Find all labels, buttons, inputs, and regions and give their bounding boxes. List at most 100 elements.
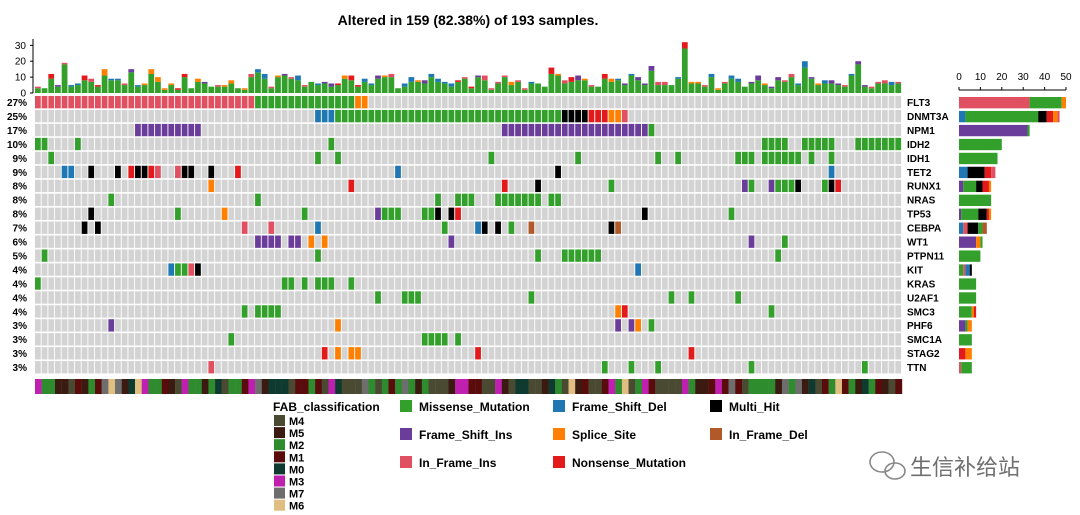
tmb-bar-segment xyxy=(408,81,415,93)
grid-cell xyxy=(395,333,401,346)
grid-cell xyxy=(308,151,315,165)
grid-cell xyxy=(415,179,421,193)
grid-cell xyxy=(415,165,421,179)
grid-cell xyxy=(521,179,528,193)
grid-cell xyxy=(768,137,775,151)
grid-cell xyxy=(881,305,888,318)
grid-cell xyxy=(681,333,688,346)
grid-cell xyxy=(48,361,55,374)
grid-cell xyxy=(575,96,581,109)
grid-cell xyxy=(101,193,108,206)
grid-cell xyxy=(301,151,308,165)
grid-cell xyxy=(615,179,621,193)
grid-cell xyxy=(555,319,561,332)
grid-cell xyxy=(295,109,301,123)
tmb-bar-segment xyxy=(88,78,95,82)
grid-cell xyxy=(128,361,135,374)
grid-cell xyxy=(421,109,428,123)
grid-cell xyxy=(548,109,555,123)
grid-cell xyxy=(721,333,728,346)
grid-cell xyxy=(501,305,508,318)
grid-cell xyxy=(228,179,235,193)
grid-cell xyxy=(841,207,848,220)
grid-cell xyxy=(875,333,882,346)
gene-name-labels: FLT3DNMT3ANPM1IDH2IDH1TET2RUNX1NRASTP53C… xyxy=(907,98,949,374)
grid-cell xyxy=(448,277,455,290)
fab-cell xyxy=(121,379,129,394)
grid-cell xyxy=(868,96,875,109)
grid-cell xyxy=(268,361,275,374)
grid-cell xyxy=(641,221,648,234)
tmb-bar-segment xyxy=(128,72,135,93)
grid-cell xyxy=(481,361,488,374)
grid-cell xyxy=(441,333,448,346)
grid-cell xyxy=(388,263,395,276)
fab-cell xyxy=(215,379,222,394)
grid-cell xyxy=(61,347,68,360)
grid-cell xyxy=(248,221,255,234)
grid-cell xyxy=(175,347,181,360)
grid-cell xyxy=(635,291,641,304)
grid-cell xyxy=(461,123,468,137)
fab-legend-swatch xyxy=(274,475,285,487)
grid-cell xyxy=(388,333,395,346)
tmb-bar-segment xyxy=(215,86,221,93)
grid-cell xyxy=(308,249,315,262)
grid-cell xyxy=(755,179,762,193)
grid-cell xyxy=(115,151,121,165)
grid-cell xyxy=(228,305,235,318)
grid-cell xyxy=(428,361,435,374)
grid-cell xyxy=(661,96,668,109)
grid-cell xyxy=(515,123,521,137)
grid-cell xyxy=(355,291,361,304)
grid-cell xyxy=(421,193,428,206)
grid-cell xyxy=(848,137,855,151)
grid-cell xyxy=(775,137,782,151)
grid-cell xyxy=(441,165,448,179)
grid-cell xyxy=(828,319,835,332)
grid-cell xyxy=(435,137,441,151)
grid-cell xyxy=(308,277,315,290)
grid-cell xyxy=(95,207,101,220)
grid-cell xyxy=(681,347,688,360)
grid-cell xyxy=(235,291,241,304)
grid-cell xyxy=(308,96,315,109)
grid-cell xyxy=(675,333,682,346)
grid-cell xyxy=(501,221,508,234)
grid-cell xyxy=(441,179,448,193)
grid-cell xyxy=(655,137,662,151)
grid-cell xyxy=(128,291,135,304)
grid-cell xyxy=(421,96,428,109)
grid-cell xyxy=(55,96,61,109)
grid-cell xyxy=(361,319,368,332)
grid-cell xyxy=(135,235,141,248)
tmb-bar-segment xyxy=(75,85,81,93)
grid-cell xyxy=(255,319,261,332)
grid-cell xyxy=(855,109,862,123)
grid-cell xyxy=(341,263,348,276)
fab-annotation-track xyxy=(35,379,903,394)
grid-cell xyxy=(48,179,55,193)
grid-cell xyxy=(435,165,441,179)
grid-cell xyxy=(841,347,848,360)
gene-count-segment xyxy=(991,166,996,179)
grid-cell xyxy=(415,291,421,304)
grid-cell xyxy=(781,277,788,290)
grid-cell xyxy=(595,333,601,346)
grid-cell xyxy=(148,249,155,262)
grid-cell xyxy=(588,319,595,332)
grid-cell xyxy=(561,235,568,248)
grid-cell xyxy=(55,151,61,165)
grid-cell xyxy=(348,221,355,234)
grid-cell xyxy=(795,235,802,248)
grid-cell xyxy=(375,221,381,234)
grid-cell xyxy=(201,193,208,206)
fab-cell xyxy=(221,379,229,394)
grid-cell xyxy=(761,151,768,165)
grid-cell xyxy=(35,249,41,262)
tmb-bar-segment xyxy=(268,86,275,89)
grid-cell xyxy=(688,347,695,360)
grid-cell xyxy=(168,137,175,151)
grid-cell xyxy=(535,207,541,220)
